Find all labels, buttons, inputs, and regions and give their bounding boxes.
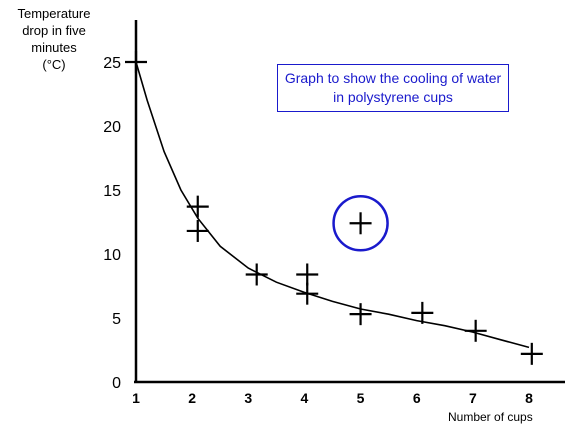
- y-axis-label-line: (°C): [42, 57, 66, 72]
- x-tick-label: 4: [301, 390, 309, 406]
- y-tick-label: 25: [103, 55, 121, 72]
- y-tick-label: 0: [112, 375, 121, 392]
- data-point: [125, 51, 147, 73]
- data-point: [245, 263, 268, 286]
- x-tick-label: 8: [525, 390, 533, 406]
- trend-curve: [135, 61, 530, 349]
- x-axis-label: Number of cups: [448, 410, 533, 424]
- data-point: [349, 303, 372, 326]
- x-tick-label: 2: [188, 390, 196, 406]
- y-tick-label: 10: [103, 247, 121, 264]
- data-point: [349, 212, 372, 235]
- data-point: [411, 301, 434, 324]
- x-tick-label: 7: [469, 390, 477, 406]
- data-point: [186, 195, 209, 218]
- outlier-highlight-circle: [332, 195, 389, 252]
- y-axis-label: Temperature drop in five minutes (°C): [2, 5, 106, 73]
- x-tick-label: 3: [244, 390, 252, 406]
- y-tick-label: 15: [103, 183, 121, 200]
- x-tick-label: 6: [413, 390, 421, 406]
- x-tick-label: 5: [357, 390, 365, 406]
- data-point: [186, 219, 209, 242]
- y-tick-label: 20: [103, 119, 121, 136]
- y-axis-label-line: drop in five: [22, 23, 86, 38]
- y-tick-label: 5: [112, 311, 121, 328]
- y-axis-label-line: Temperature: [17, 6, 91, 21]
- x-tick-label: 1: [132, 390, 140, 406]
- chart-title: Graph to show the cooling of water in po…: [277, 64, 509, 112]
- y-axis-label-line: minutes: [31, 40, 77, 55]
- data-point: [296, 263, 319, 286]
- data-point: [296, 282, 319, 305]
- data-point: [520, 342, 543, 365]
- data-point: [464, 319, 487, 342]
